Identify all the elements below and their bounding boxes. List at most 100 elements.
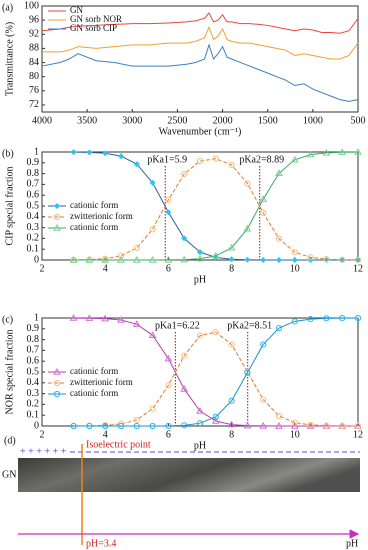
marker (101, 314, 110, 322)
marker (102, 422, 109, 430)
marker (212, 155, 219, 162)
y-tick-label: 0.8 (27, 334, 40, 345)
marker (102, 150, 109, 157)
marker (132, 320, 141, 327)
x-tick-label: 1500 (258, 115, 278, 126)
y-tick-label: 0.9 (27, 323, 40, 334)
marker (196, 254, 204, 262)
marker (211, 251, 220, 259)
x-tick-label: 4 (103, 263, 108, 274)
series-line (41, 12, 359, 34)
y-tick-label: 0.8 (27, 168, 40, 179)
marker (212, 329, 219, 336)
marker (228, 161, 235, 169)
y-tick-label: 0.3 (27, 388, 40, 399)
panel-label: (d) (4, 435, 16, 446)
x-tick-label: 2 (40, 263, 45, 274)
x-tick-label: 10 (290, 263, 300, 274)
x-tick-label: 3500 (77, 115, 97, 126)
x-tick-label: 8 (229, 429, 234, 440)
marker (291, 318, 298, 325)
marker (69, 255, 78, 263)
marker (118, 153, 124, 160)
x-tick-label: 1000 (303, 115, 323, 126)
marker (354, 256, 362, 263)
y-tick-label: 0.6 (27, 189, 40, 200)
y-tick-label: 0.2 (27, 233, 40, 244)
marker (307, 421, 314, 429)
x-tick-label: 10 (290, 429, 300, 440)
y-tick-label: 84 (29, 57, 39, 68)
marker (117, 422, 125, 430)
y-tick-label: 0.5 (27, 200, 40, 211)
marker (53, 213, 61, 221)
marker (165, 196, 172, 203)
y-tick-label: 0.6 (27, 355, 40, 366)
y-tick-label: 0.5 (27, 366, 40, 377)
marker (275, 169, 283, 176)
x-tick-label: 2000 (213, 115, 233, 126)
marker (85, 314, 94, 321)
pka-label: pKa2=8.51 (227, 320, 272, 331)
marker (354, 422, 362, 430)
marker (181, 422, 188, 429)
y-tick-label: 0 (34, 254, 39, 265)
marker (243, 421, 252, 429)
marker (86, 422, 93, 430)
y-tick-label: 1 (34, 146, 39, 157)
marker (306, 150, 315, 158)
series-line (73, 317, 358, 427)
series-line (73, 331, 359, 427)
marker (228, 397, 235, 404)
panel-d: (d) + + + + + + GN Isoelectric point pH=… (2, 435, 360, 549)
y-tick-label: 0.4 (27, 377, 40, 388)
y-tick-label: 0.1 (27, 409, 40, 420)
marker (323, 256, 330, 263)
x-tick-label: 2500 (167, 115, 187, 126)
marker (322, 148, 331, 156)
marker (227, 420, 236, 428)
marker (291, 419, 298, 426)
x-axis-label: Wavenumber (cm⁻¹) (159, 126, 242, 137)
marker (244, 180, 251, 187)
marker (54, 203, 60, 209)
series-line (73, 151, 359, 261)
marker (117, 420, 125, 428)
marker (133, 161, 140, 168)
side-label: GN (2, 469, 16, 480)
marker (164, 354, 173, 362)
marker (338, 148, 347, 155)
y-tick-label: 76 (29, 85, 39, 96)
y-tick-label: 100 (24, 0, 39, 11)
marker (275, 412, 283, 420)
x-tick-label: 4000 (32, 115, 52, 126)
y-tick-label: 0.1 (27, 243, 40, 254)
legend-label: cationic form (70, 366, 118, 376)
series-line (42, 25, 359, 60)
marker (260, 396, 267, 403)
marker (85, 255, 94, 263)
legend-label: cationic form (70, 200, 118, 210)
panel-label: (a) (2, 2, 13, 13)
x-tick-label: 500 (351, 115, 366, 126)
y-axis-label: CIP special fraction (4, 166, 15, 245)
legend-label: GN sorb NOR (70, 14, 122, 24)
marker (86, 149, 93, 156)
marker (323, 315, 330, 322)
y-tick-label: 92 (29, 29, 39, 40)
marker (53, 390, 61, 398)
plot-frame (41, 5, 359, 113)
marker (196, 420, 204, 427)
y-tick-label: 88 (29, 43, 39, 54)
marker (180, 255, 189, 263)
marker (149, 405, 156, 412)
marker (243, 224, 252, 232)
marker (339, 315, 346, 322)
marker (211, 417, 220, 424)
marker (260, 209, 267, 216)
charges: + + + + + + (20, 446, 67, 457)
marker (197, 249, 203, 256)
marker (149, 179, 156, 186)
x-tick-label: 2 (40, 429, 45, 440)
y-tick-label: 72 (29, 99, 39, 110)
